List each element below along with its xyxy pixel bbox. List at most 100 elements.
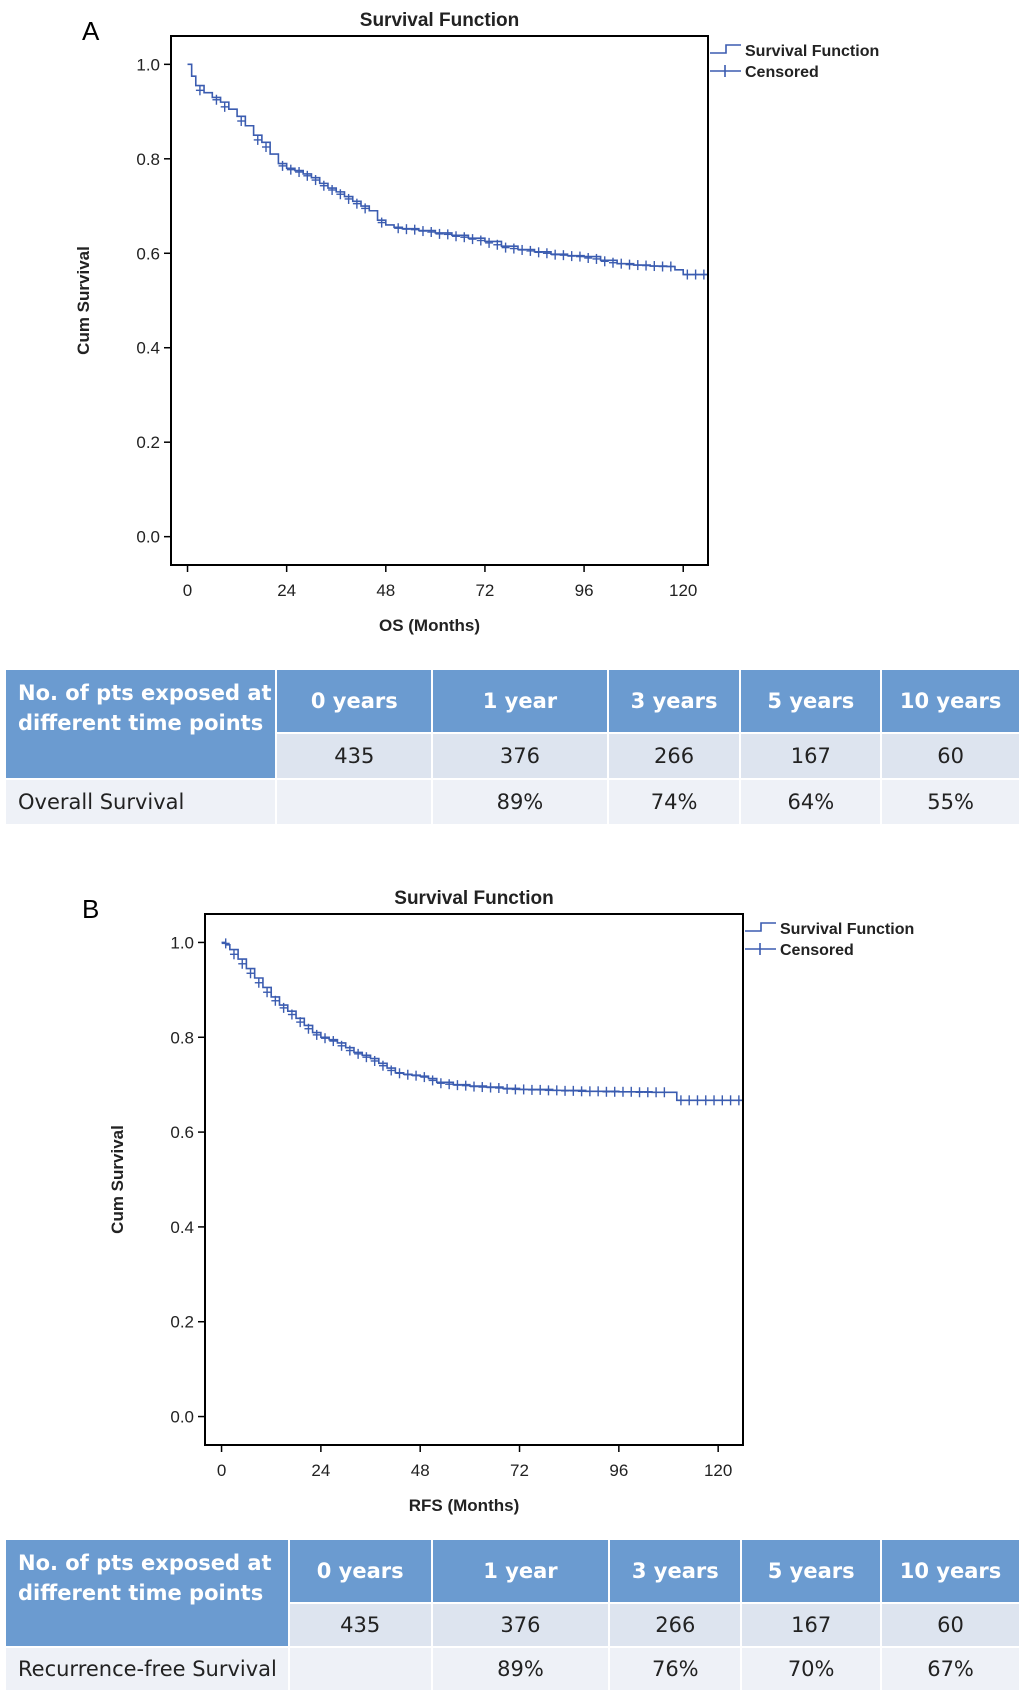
table-a-col-4: 10 years (882, 670, 1019, 732)
table-a-header-label: No. of pts exposed at different time poi… (6, 670, 276, 778)
chart-b-censor-mark (229, 949, 238, 960)
chart-b-censor-mark (602, 1086, 611, 1097)
chart-a-xtick-label: 24 (277, 581, 296, 600)
chart-a-censor-mark (666, 261, 675, 272)
chart-b-censor-mark (221, 938, 230, 949)
chart-a-censor-mark (691, 269, 700, 280)
table-b-col-0: 0 years (289, 1540, 431, 1602)
chart-b-censor-mark (627, 1086, 636, 1097)
chart-a-censor-mark (352, 198, 361, 209)
chart-a-censor-mark (493, 239, 502, 250)
chart-b-legend-survival-function: Survival Function (745, 921, 914, 938)
chart-b-ytick-label: 1.0 (170, 933, 194, 952)
chart-b-censor-mark (279, 1002, 288, 1013)
chart-a-censor-mark (518, 244, 527, 255)
chart-a-censor-mark (501, 242, 510, 253)
chart-b-censor-mark (610, 1086, 619, 1097)
chart-a-censor-mark (526, 245, 535, 256)
table-a-count-0: 435 (277, 734, 432, 778)
chart-a-censor-mark (658, 261, 667, 272)
chart-b-xtick-label: 0 (217, 1461, 226, 1480)
chart-a-survival-curve (187, 63, 708, 276)
chart-a-censor-mark (534, 247, 543, 258)
chart-a-censor-mark (435, 228, 444, 239)
table-a-survival-3: 64% (741, 780, 881, 824)
table-b-survival-2: 76% (610, 1648, 741, 1690)
chart-a-legend-survival-function: Survival Function (710, 43, 879, 60)
chart-b-censor-mark (569, 1085, 578, 1096)
table-a-count-4: 60 (882, 734, 1019, 778)
chart-a-censor-mark (394, 223, 403, 234)
chart-b-censor-mark (403, 1069, 412, 1080)
chart-b-censor-mark (296, 1017, 305, 1028)
table-b-row-label: Recurrence-free Survival (6, 1648, 288, 1690)
chart-a-censor-mark (608, 257, 617, 268)
chart-a-censor-mark (336, 189, 345, 200)
chart-b-censor-mark (478, 1082, 487, 1093)
chart-b-censor-mark (701, 1095, 710, 1106)
table-b-survival-3: 70% (742, 1648, 881, 1690)
chart-a-censor-mark (551, 249, 560, 260)
chart-b-censor-mark (345, 1045, 354, 1056)
chart-a-censor-mark (460, 232, 469, 243)
chart-a-censor-mark (253, 134, 262, 145)
chart-b-censor-mark (486, 1082, 495, 1093)
chart-a-censor-mark (295, 167, 304, 178)
chart-a-censor-mark (600, 256, 609, 267)
chart-b-censor-mark (445, 1079, 454, 1090)
chart-b-legend-label-survival: Survival Function (780, 921, 914, 938)
chart-a-censor-mark (575, 251, 584, 262)
chart-a-censor-mark (509, 243, 518, 254)
table-a-count-1: 376 (433, 734, 607, 778)
chart-a-legend-censored: Censored (710, 64, 819, 81)
table-a-col-3: 5 years (741, 670, 881, 732)
chart-b-censor-mark (718, 1095, 727, 1106)
chart-b-censor-mark (527, 1084, 536, 1095)
chart-a-censor-mark (262, 141, 271, 152)
chart-b-ytick-label: 0.2 (170, 1313, 194, 1332)
survival-chart-a: Survival Function 0.0 0.2 0.4 0.6 0.8 1.0 0 24 48… (74, 10, 879, 635)
chart-a-ytick-label: 0.2 (136, 433, 160, 452)
chart-a-legend-step-swatch (710, 44, 741, 54)
table-a-survival-0 (277, 780, 432, 824)
chart-b-censor-mark (643, 1087, 652, 1098)
table-b-col-3: 5 years (742, 1540, 881, 1602)
chart-a-title: Survival Function (360, 10, 519, 31)
chart-b-censor-mark (395, 1068, 404, 1079)
chart-b-censor-mark (271, 995, 280, 1006)
chart-b-censor-mark (453, 1080, 462, 1091)
chart-b-censor-mark (635, 1087, 644, 1098)
chart-b-censor-mark (618, 1086, 627, 1097)
chart-b-xtick-label: 96 (609, 1461, 628, 1480)
chart-a-censor-mark (485, 237, 494, 248)
chart-a-censor-mark (319, 180, 328, 191)
chart-b-censor-mark (254, 977, 263, 988)
chart-b-legend-label-censored: Censored (780, 942, 854, 959)
table-b-count-4: 60 (882, 1604, 1019, 1646)
table-b-count-0: 435 (289, 1604, 431, 1646)
table-a-col-0: 0 years (277, 670, 432, 732)
chart-b-censor-mark (387, 1065, 396, 1076)
chart-a-censor-mark (286, 164, 295, 175)
survival-chart-b: Survival Function 0.0 0.2 0.4 0.6 0.8 1.0 0 24 48… (108, 888, 914, 1515)
chart-b-censor-mark (519, 1084, 528, 1095)
chart-b-censor-mark (321, 1033, 330, 1044)
chart-a-ytick-label: 1.0 (136, 55, 160, 74)
chart-a-censor-mark (311, 175, 320, 186)
table-a-survival-1: 89% (433, 780, 607, 824)
chart-b-legend-censored: Censored (745, 942, 854, 959)
chart-b-survival-curve (221, 941, 743, 1102)
chart-b-censor-mark (304, 1023, 313, 1034)
chart-a-plot-frame (170, 35, 709, 566)
table-a-row-label: Overall Survival (6, 780, 276, 824)
table-b-survival-0 (289, 1648, 431, 1690)
panel-letter-b: B (82, 894, 100, 924)
panel-letter-a: A (82, 16, 100, 46)
chart-b-censor-mark (428, 1075, 437, 1086)
chart-b-ytick-label: 0.8 (170, 1028, 194, 1047)
chart-b-censor-mark (436, 1078, 445, 1089)
chart-b-censor-mark (246, 968, 255, 979)
chart-a-xtick-label: 0 (183, 581, 192, 600)
chart-b-xtick-label: 72 (510, 1461, 529, 1480)
chart-a-censor-mark (195, 85, 204, 96)
